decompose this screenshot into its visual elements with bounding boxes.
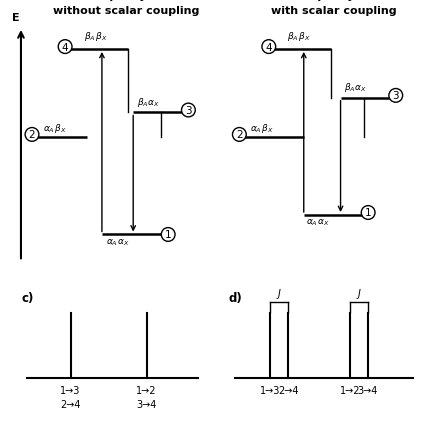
Text: 3→4: 3→4 <box>137 399 157 409</box>
Text: $\beta_A\,\beta_X$: $\beta_A\,\beta_X$ <box>287 30 311 43</box>
Text: 1→2: 1→2 <box>136 385 157 395</box>
Text: $\alpha_A\,\beta_X$: $\alpha_A\,\beta_X$ <box>43 122 67 135</box>
Text: 3→4: 3→4 <box>358 385 378 395</box>
Text: 3: 3 <box>185 106 192 116</box>
Text: $\alpha_A\,\beta_X$: $\alpha_A\,\beta_X$ <box>251 122 275 135</box>
Text: J: J <box>278 288 281 298</box>
Text: 2→4: 2→4 <box>60 399 81 409</box>
Text: $\beta_A\,\beta_X$: $\beta_A\,\beta_X$ <box>83 30 108 43</box>
Text: 3: 3 <box>392 91 399 101</box>
Text: with scalar coupling: with scalar coupling <box>271 6 397 16</box>
Text: 1: 1 <box>365 208 372 218</box>
Text: d): d) <box>229 291 242 304</box>
Text: 4: 4 <box>62 43 68 52</box>
Text: two-spin system: two-spin system <box>75 0 178 1</box>
Text: 2: 2 <box>236 130 243 140</box>
Text: without scalar coupling: without scalar coupling <box>54 6 200 16</box>
Text: c): c) <box>21 291 33 304</box>
Text: 2→4: 2→4 <box>278 385 299 395</box>
Text: 4: 4 <box>266 43 272 52</box>
Text: 1→3: 1→3 <box>60 385 81 395</box>
Text: 1: 1 <box>165 230 172 240</box>
Text: $\alpha_A\,\alpha_X$: $\alpha_A\,\alpha_X$ <box>305 217 330 227</box>
Text: E: E <box>12 13 19 23</box>
Text: b): b) <box>225 0 238 1</box>
Text: J: J <box>357 288 360 298</box>
Text: 1→2: 1→2 <box>340 385 360 395</box>
Text: a): a) <box>17 0 31 1</box>
Text: two-spin system: two-spin system <box>283 0 385 1</box>
Text: $\beta_A\alpha_X$: $\beta_A\alpha_X$ <box>344 81 367 94</box>
Text: 2: 2 <box>29 130 35 140</box>
Text: 1→3: 1→3 <box>260 385 280 395</box>
Text: $\beta_A\alpha_X$: $\beta_A\alpha_X$ <box>137 95 159 108</box>
Text: $\alpha_A\,\alpha_X$: $\alpha_A\,\alpha_X$ <box>105 236 130 247</box>
